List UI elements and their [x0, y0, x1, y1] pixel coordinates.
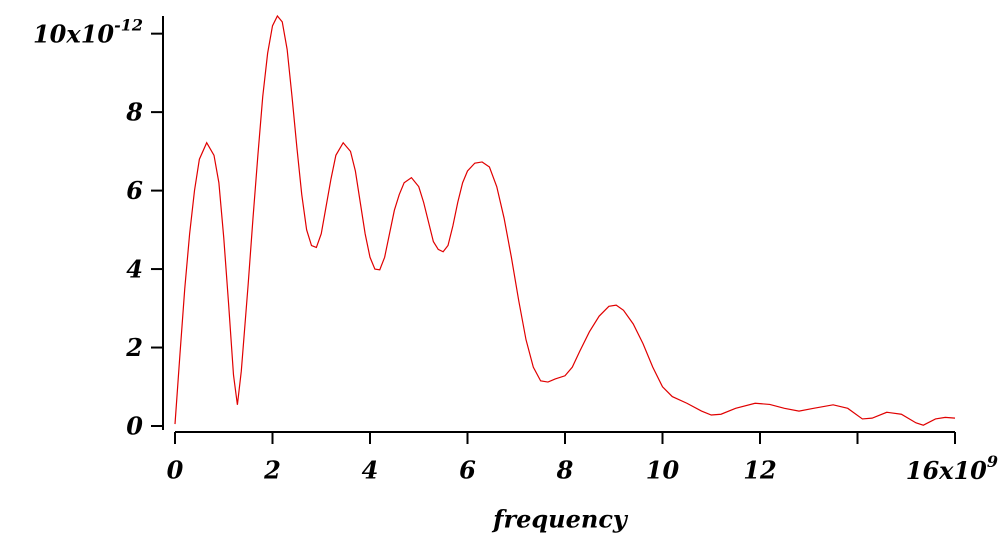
y-tick-label: 8: [125, 98, 143, 127]
y-tick-label-text: 10x10: [33, 19, 114, 48]
x-tick-label-text: 16x10: [906, 456, 987, 485]
x-axis-label: frequency: [491, 505, 629, 534]
x-tick-label: 2: [263, 456, 281, 485]
x-tick-label-exponent: 9: [987, 452, 998, 471]
data-line: [174, 14, 956, 426]
x-tick-label: 8: [556, 456, 574, 485]
y-tick-label-exponent: -12: [114, 15, 143, 34]
x-tick-label: 10: [646, 456, 680, 485]
y-tick-label: 2: [125, 333, 143, 362]
x-tick-label: 6: [459, 456, 476, 485]
y-tick-label: 10x10-12: [33, 15, 143, 48]
y-tick-label: 4: [126, 255, 143, 284]
y-tick-label: 0: [126, 412, 143, 441]
x-tick-label: 0: [167, 456, 184, 485]
y-tick-label: 6: [126, 176, 143, 205]
x-tick-label: 12: [743, 456, 776, 485]
x-tick-label: 4: [362, 456, 379, 485]
x-tick-label: 16x109: [906, 452, 998, 485]
